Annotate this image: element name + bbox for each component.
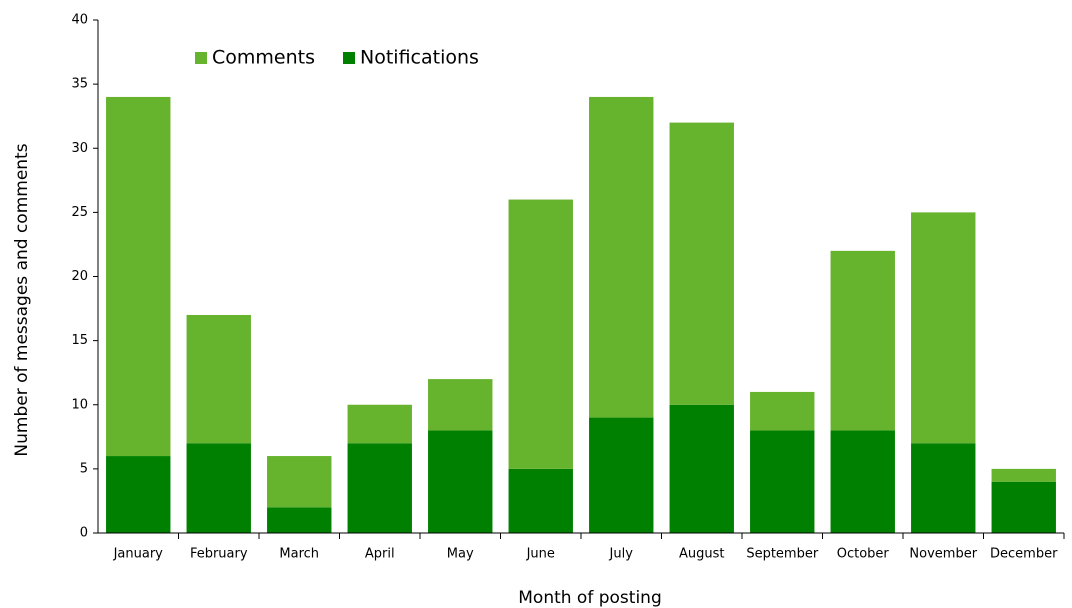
bar-segment <box>991 468 1056 482</box>
bar-segment <box>267 507 332 533</box>
bar-segment <box>830 430 895 533</box>
x-tick-label: May <box>447 547 474 562</box>
bar-segment <box>589 417 654 533</box>
y-tick-label: 20 <box>71 269 88 284</box>
bar-segment <box>911 212 976 444</box>
x-axis-label: Month of posting <box>518 588 661 608</box>
y-tick-label: 10 <box>71 397 88 412</box>
bar-segment <box>589 96 654 418</box>
bar-segment <box>428 379 493 431</box>
y-tick-label: 30 <box>71 141 88 156</box>
x-tick-label: September <box>746 547 819 562</box>
bar-segment <box>669 404 734 533</box>
legend-swatch <box>343 52 355 64</box>
y-tick-label: 35 <box>71 77 88 92</box>
x-tick-label: December <box>990 547 1058 562</box>
bar-segment <box>911 443 976 533</box>
y-tick-label: 0 <box>80 526 88 541</box>
x-tick-label: October <box>837 547 890 562</box>
x-tick-label: February <box>190 547 248 562</box>
bar-segment <box>186 314 251 444</box>
legend-label: Comments <box>212 47 315 69</box>
bar-segment <box>669 122 734 405</box>
bar-segment <box>186 443 251 533</box>
bar-segment <box>508 468 573 533</box>
bar-segment <box>750 391 815 431</box>
bar-segment <box>106 96 171 457</box>
y-tick-label: 40 <box>71 13 88 28</box>
bar-segment <box>106 456 171 533</box>
bar-segment <box>428 430 493 533</box>
legend-label: Notifications <box>360 47 479 69</box>
x-tick-label: June <box>526 547 555 562</box>
bar-segment <box>267 456 332 508</box>
bar-segment <box>347 443 412 533</box>
x-tick-label: January <box>113 547 164 562</box>
x-tick-label: April <box>365 547 395 562</box>
y-axis-label: Number of messages and comments <box>12 143 32 456</box>
bar-segment <box>830 250 895 431</box>
x-tick-label: July <box>609 547 634 562</box>
bar-segment <box>347 404 412 444</box>
y-tick-label: 15 <box>71 333 88 348</box>
y-tick-label: 5 <box>80 461 88 476</box>
bar-segment <box>508 199 573 469</box>
legend-swatch <box>195 52 207 64</box>
y-tick-label: 25 <box>71 205 88 220</box>
x-tick-label: March <box>279 547 319 562</box>
x-tick-label: August <box>679 547 725 562</box>
bar-segment <box>991 481 1056 533</box>
x-tick-label: November <box>909 547 977 562</box>
bar-segment <box>750 430 815 533</box>
